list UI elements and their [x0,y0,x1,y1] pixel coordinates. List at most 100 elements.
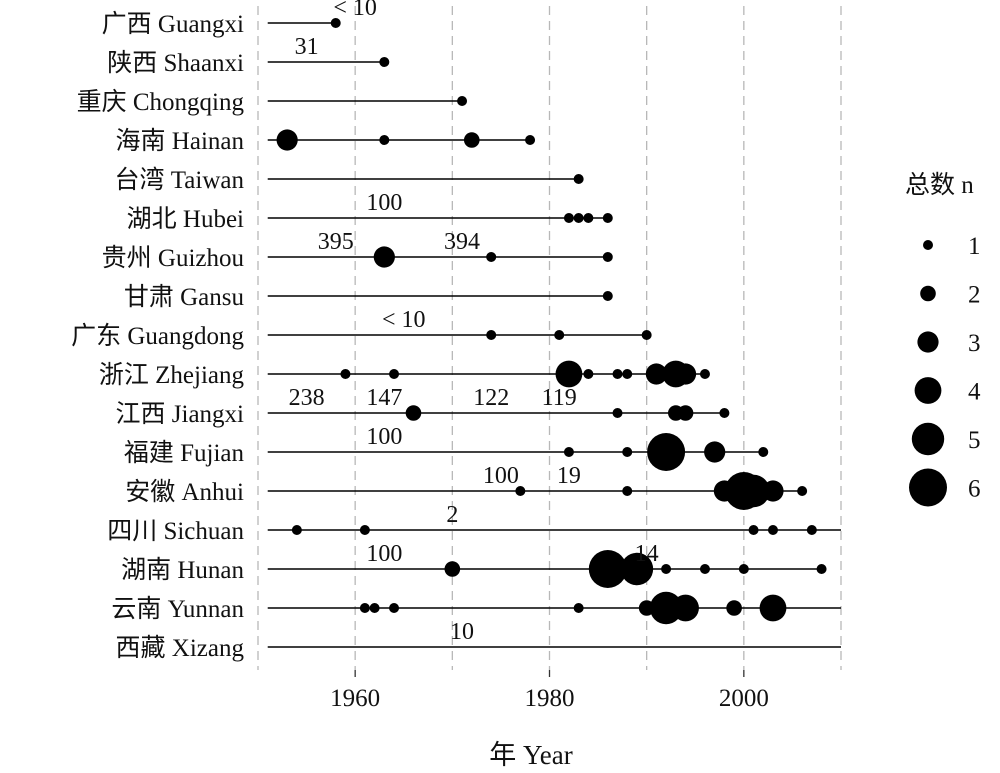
event-point [379,57,390,67]
province-label: 陕西 Shaanxi [107,49,244,77]
event-point [612,369,623,379]
event-point [276,129,298,151]
province-row: 湖南 Hunan 100 14 [121,541,827,588]
province-label: 贵州 Guizhou [102,244,245,272]
legend-label: 1 [968,233,981,260]
province-label: 江西 Jiangxi [116,400,245,428]
event-point [674,363,697,385]
province-label: 台湾 Taiwan [115,166,245,194]
annotation-label: < 10 [333,0,377,21]
event-point [661,564,672,574]
event-point [373,246,395,268]
event-point [457,96,468,106]
province-row: 海南 Hainan [116,127,536,155]
province-label: 广东 Guangdong [71,322,244,350]
x-tick-label: 1980 [525,685,575,712]
event-point [726,600,742,616]
province-row: 陕西 Shaanxi 31 [107,34,390,77]
event-point [563,213,574,223]
event-point [554,330,565,340]
event-point [602,213,613,223]
annotation-label: 100 [483,463,519,489]
annotation-label: 119 [542,385,577,411]
event-point [767,525,778,535]
x-axis-title: 年 Year [489,740,573,770]
event-point [677,405,694,421]
event-point [704,441,726,463]
province-label: 重庆 Chongqing [77,88,245,116]
event-point [737,474,770,508]
province-label: 福建 Fujian [124,439,245,467]
event-point [563,447,574,457]
province-row: 广西 Guangxi < 10 [102,0,377,38]
legend-key [917,331,939,353]
province-row: 福建 Fujian 100 [124,424,769,471]
province-row: 重庆 Chongqing [77,88,468,116]
event-point [738,564,749,574]
legend-label: 4 [968,379,981,406]
event-point [340,369,351,379]
event-point [291,525,302,535]
province-row: 湖北 Hubei 100 [127,190,613,233]
event-point [486,330,497,340]
event-point [622,486,633,496]
event-point [379,135,390,145]
event-point [444,561,461,577]
province-label: 浙江 Zhejiang [99,361,245,389]
province-row: 贵州 Guizhou 395 394 [102,229,613,272]
annotation-label: 100 [366,541,402,567]
event-point [359,525,370,535]
province-row: 云南 Yunnan [111,591,841,625]
event-point [620,552,654,586]
event-point [645,363,667,385]
event-point [405,405,422,421]
annotation-label: 14 [635,541,659,567]
province-label: 四川 Sichuan [107,518,244,545]
event-point [602,291,613,301]
event-point [573,603,584,613]
event-point [583,213,594,223]
legend-key [911,422,945,456]
x-axis: 1960 1980 2000 [330,670,769,712]
province-row: 西藏 Xizang 10 [116,619,841,662]
province-label: 广西 Guangxi [102,10,244,38]
x-tick-label: 2000 [719,685,769,712]
event-point [647,433,686,471]
event-point [748,525,759,535]
province-label: 海南 Hainan [116,127,245,155]
province-label: 甘肃 Gansu [124,283,245,311]
event-point [672,594,699,622]
annotation-label: 122 [473,385,509,411]
province-label: 安徽 Anhui [125,478,244,506]
event-point [699,564,710,574]
annotation-label: 394 [444,229,480,255]
event-point [797,486,808,496]
grid-lines [257,6,842,670]
annotation-label: 31 [295,34,319,60]
legend-key [909,468,947,507]
event-point [573,174,584,184]
event-point [762,480,784,502]
event-point [719,408,730,418]
event-point [389,603,400,613]
annotation-label: 100 [366,190,402,216]
event-point [588,550,627,588]
province-row: 广东 Guangdong < 10 [71,307,652,350]
event-point [816,564,827,574]
legend-label: 6 [968,476,981,503]
event-point [602,252,613,262]
event-point [515,486,526,496]
event-point [612,408,623,418]
legend-key [914,377,942,404]
event-point [641,330,652,340]
event-point [759,594,787,622]
event-point [649,591,683,625]
event-point [622,447,633,457]
legend-title: 总数 n [905,171,974,199]
province-row: 安徽 Anhui 100 19 [125,463,808,510]
legend-label: 5 [968,427,981,454]
province-label: 云南 Yunnan [111,595,244,623]
annotation-label: 100 [366,424,402,450]
province-label: 湖北 Hubei [127,205,244,233]
